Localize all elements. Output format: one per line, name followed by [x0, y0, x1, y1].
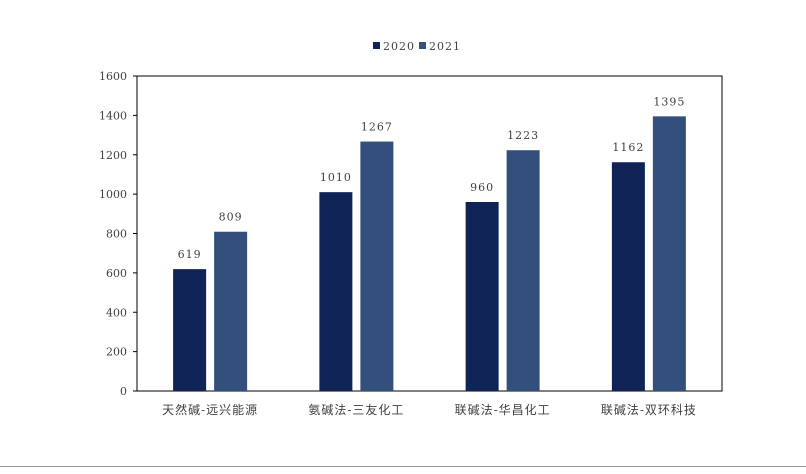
y-tick-label: 1400 — [99, 109, 127, 122]
bar-2020-3 — [465, 202, 499, 391]
bar-2021-1 — [214, 231, 248, 391]
y-tick-label: 800 — [106, 228, 127, 241]
y-tick-label: 600 — [106, 267, 127, 280]
bar-2020-4 — [611, 162, 645, 391]
data-label-2020-4: 1162 — [612, 141, 644, 154]
data-label-2020-2: 1010 — [320, 171, 352, 184]
y-tick-label: 1000 — [99, 188, 127, 201]
y-tick-label: 200 — [106, 346, 127, 359]
bottom-divider — [0, 466, 806, 467]
bar-2021-2 — [360, 141, 394, 391]
data-label-2020-3: 960 — [470, 181, 494, 194]
category-label: 联碱法-双环科技 — [601, 403, 697, 417]
legend: 2020 2021 — [373, 40, 461, 53]
data-label-2021-1: 809 — [219, 211, 243, 224]
data-label-2021-2: 1267 — [361, 121, 393, 134]
data-labels-group: 619 809 1010 1267 960 1223 1162 1395 — [178, 95, 685, 261]
bar-2020-2 — [319, 192, 353, 391]
category-label: 氨碱法-三友化工 — [308, 403, 404, 417]
category-label: 天然碱-远兴能源 — [162, 402, 258, 417]
bars-group — [173, 116, 686, 391]
y-tick-label: 400 — [106, 306, 127, 319]
y-tick-label: 1200 — [99, 149, 127, 162]
data-label-2020-1: 619 — [178, 248, 202, 261]
data-label-2021-3: 1223 — [507, 129, 539, 142]
bar-2020-1 — [173, 269, 207, 391]
legend-swatch-2021 — [419, 42, 426, 49]
data-label-2021-4: 1395 — [653, 95, 685, 108]
legend-label-2021: 2021 — [429, 40, 461, 53]
x-axis: 天然碱-远兴能源 氨碱法-三友化工 联碱法-华昌化工 联碱法-双环科技 — [162, 402, 697, 417]
y-tick-label: 1600 — [99, 70, 127, 83]
bar-2021-3 — [506, 150, 540, 391]
legend-label-2020: 2020 — [383, 40, 415, 53]
bar-2021-4 — [652, 116, 686, 391]
y-axis: 0 200 400 600 800 1000 1200 1400 1600 — [99, 70, 137, 398]
y-tick-label: 0 — [120, 385, 127, 398]
category-label: 联碱法-华昌化工 — [455, 403, 551, 417]
legend-swatch-2020 — [373, 42, 380, 49]
